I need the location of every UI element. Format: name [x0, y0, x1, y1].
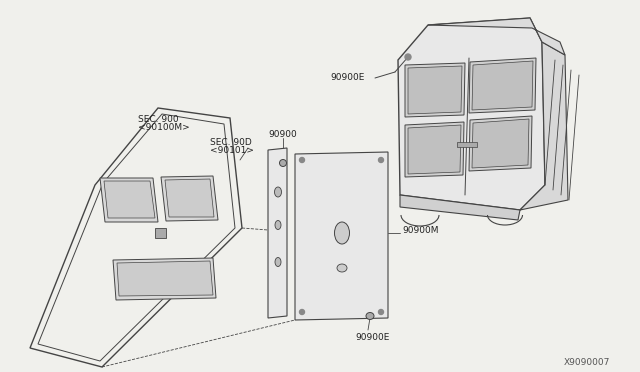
Polygon shape [469, 58, 536, 113]
Polygon shape [472, 119, 529, 168]
Ellipse shape [275, 187, 282, 197]
Ellipse shape [337, 264, 347, 272]
Text: 90900E: 90900E [355, 333, 389, 342]
Polygon shape [408, 125, 461, 174]
Circle shape [378, 310, 383, 314]
Polygon shape [400, 195, 520, 220]
Polygon shape [428, 18, 565, 55]
Text: 90900M: 90900M [402, 225, 438, 234]
Text: X9090007: X9090007 [564, 358, 610, 367]
Ellipse shape [275, 257, 281, 266]
Polygon shape [398, 18, 545, 210]
Polygon shape [38, 114, 235, 361]
Polygon shape [295, 152, 388, 320]
Text: 90900: 90900 [268, 130, 297, 139]
Polygon shape [405, 122, 464, 177]
Ellipse shape [366, 312, 374, 320]
Ellipse shape [280, 160, 287, 167]
Text: <90100M>: <90100M> [138, 123, 189, 132]
Circle shape [378, 157, 383, 163]
Polygon shape [155, 228, 166, 238]
Text: SEC. 900: SEC. 900 [138, 115, 179, 124]
Polygon shape [165, 179, 214, 217]
Ellipse shape [335, 222, 349, 244]
Polygon shape [472, 61, 533, 110]
Polygon shape [104, 181, 155, 218]
Circle shape [300, 157, 305, 163]
Polygon shape [405, 63, 465, 117]
Circle shape [300, 310, 305, 314]
Polygon shape [469, 116, 532, 171]
Polygon shape [117, 261, 213, 296]
Ellipse shape [275, 221, 281, 230]
Polygon shape [161, 176, 218, 221]
Polygon shape [30, 108, 242, 367]
Circle shape [405, 54, 411, 60]
Text: SEC. 90D: SEC. 90D [210, 138, 252, 147]
Polygon shape [268, 148, 287, 318]
Text: <90101>: <90101> [210, 146, 254, 155]
Bar [457, 142, 477, 147]
Polygon shape [113, 258, 216, 300]
Polygon shape [100, 178, 158, 222]
Text: 90900E: 90900E [330, 73, 364, 82]
Polygon shape [520, 42, 568, 210]
Polygon shape [408, 66, 462, 114]
